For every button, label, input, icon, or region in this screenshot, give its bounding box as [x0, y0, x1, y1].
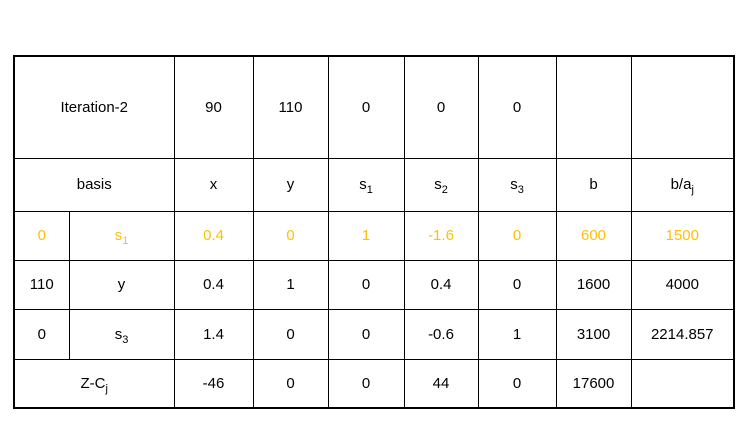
basis-row-s3: 0 s3 1.4 0 0 -0.6 1 3100 2214.857: [13, 308, 735, 360]
zcj-x: -46: [173, 358, 254, 409]
cell-y: 0: [252, 210, 329, 261]
header-s1: s1: [327, 157, 405, 212]
cell-s3: 0: [477, 259, 557, 310]
header-s3-sub: 3: [517, 184, 524, 196]
basis-var: s3: [68, 308, 175, 360]
cell-b: 1600: [555, 259, 632, 310]
basis-var-base: s: [114, 227, 123, 244]
cell-s1: 1: [327, 210, 405, 261]
header-s1-sub: 1: [366, 184, 373, 196]
basis-var-base: y: [117, 276, 126, 293]
cj-value-s3: 0: [477, 55, 557, 159]
cell-s1: 0: [327, 308, 405, 360]
header-s2: s2: [403, 157, 479, 212]
header-s2-sub: 2: [441, 184, 448, 196]
empty-cell: [555, 55, 632, 159]
cell-x: 0.4: [173, 210, 254, 261]
iteration-label: Iteration-2: [13, 55, 175, 159]
header-ratio-base: b/a: [670, 176, 692, 193]
header-row: basis x y s1 s2 s3 b b/aj: [13, 157, 735, 212]
cell-ratio: 2214.857: [630, 308, 735, 360]
cell-s3: 0: [477, 210, 557, 261]
zcj-row: Z-Cj -46 0 0 44 0 17600: [13, 358, 735, 409]
cell-y: 1: [252, 259, 329, 310]
zcj-s1: 0: [327, 358, 405, 409]
zcj-label: Z-Cj: [13, 358, 175, 409]
cj-value-s2: 0: [403, 55, 479, 159]
empty-cell: [630, 55, 735, 159]
header-ratio-sub: j: [691, 184, 694, 196]
cj-value-y: 110: [252, 55, 329, 159]
iteration-row: Iteration-2 90 110 0 0 0: [13, 55, 735, 159]
cj-value-x: 90: [173, 55, 254, 159]
zcj-b: 17600: [555, 358, 632, 409]
zcj-y: 0: [252, 358, 329, 409]
cell-x: 0.4: [173, 259, 254, 310]
cell-s2: -1.6: [403, 210, 479, 261]
header-s3-base: s: [510, 176, 518, 193]
cell-s1: 0: [327, 259, 405, 310]
basis-var: s1: [68, 210, 175, 261]
zcj-label-base: Z-C: [80, 374, 106, 392]
zcj-ratio: [630, 358, 735, 409]
header-x: x: [173, 157, 254, 212]
cell-y: 0: [252, 308, 329, 360]
cell-s2: 0.4: [403, 259, 479, 310]
basis-var-base: s: [114, 325, 123, 343]
zcj-s2: 44: [403, 358, 479, 409]
zcj-label-sub: j: [105, 382, 108, 395]
basis-row-s1: 0 s1 0.4 0 1 -1.6 0 600 1500: [13, 210, 735, 261]
cell-x: 1.4: [173, 308, 254, 360]
cell-b: 3100: [555, 308, 632, 360]
cell-s2: -0.6: [403, 308, 479, 360]
header-s2-base: s: [434, 176, 442, 193]
header-ratio: b/aj: [630, 157, 735, 212]
basis-header: basis: [13, 157, 175, 212]
basis-var-sub: 3: [122, 333, 129, 346]
basis-var-sub: 1: [122, 235, 129, 247]
basis-var: y: [68, 259, 175, 310]
header-y: y: [252, 157, 329, 212]
zcj-s3: 0: [477, 358, 557, 409]
cb-value: 110: [13, 259, 70, 310]
header-s3: s3: [477, 157, 557, 212]
header-b: b: [555, 157, 632, 212]
cb-value: 0: [13, 210, 70, 261]
cell-b: 600: [555, 210, 632, 261]
header-s1-base: s: [359, 176, 367, 193]
simplex-tableau: Iteration-2 90 110 0 0 0 basis x y s1 s2…: [13, 55, 735, 409]
basis-row-y: 110 y 0.4 1 0 0.4 0 1600 4000: [13, 259, 735, 310]
cell-s3: 1: [477, 308, 557, 360]
cell-ratio: 4000: [630, 259, 735, 310]
cj-value-s1: 0: [327, 55, 405, 159]
cell-ratio: 1500: [630, 210, 735, 261]
cb-value: 0: [13, 308, 70, 360]
